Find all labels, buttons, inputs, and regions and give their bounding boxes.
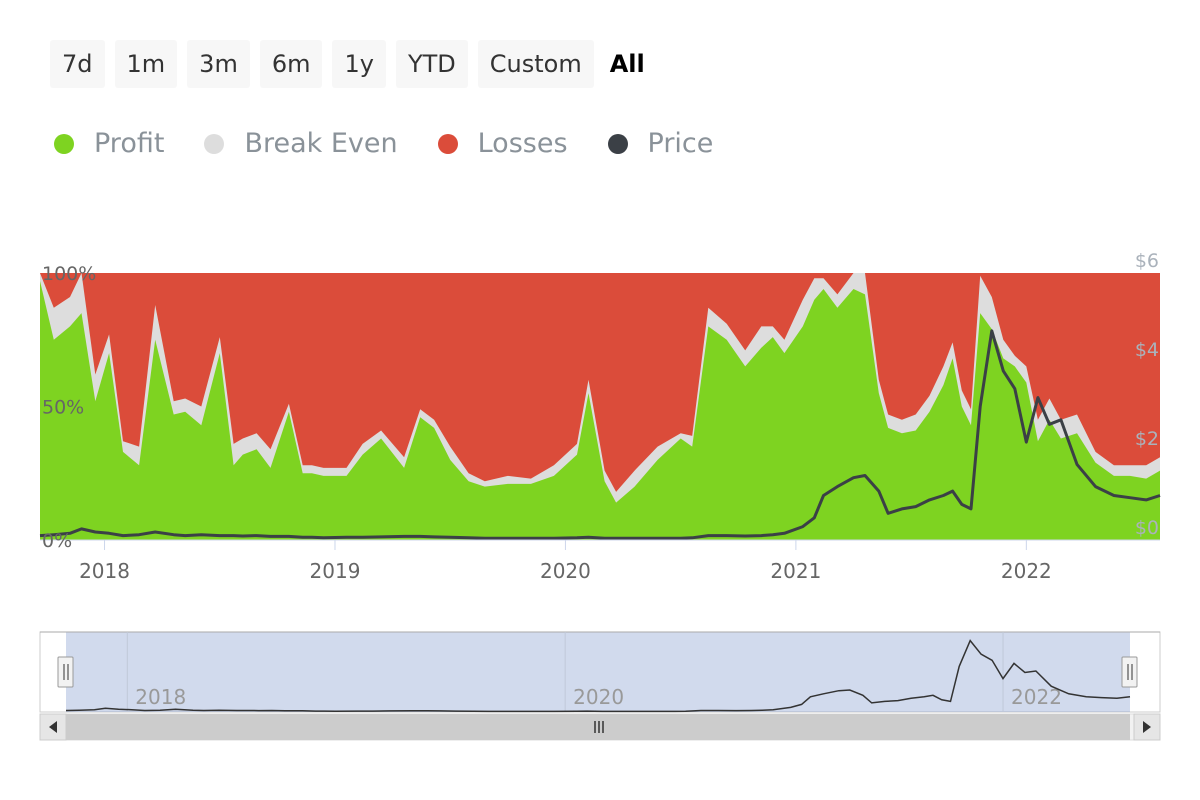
legend-dot-losses [437, 133, 458, 154]
scrollbar-grip-icon [594, 721, 604, 733]
main-chart: 100% 50% 0% $6 $4 $2 $0 2018 2019 2020 2021 2022 [39, 250, 1161, 583]
legend-label: Profit [94, 128, 165, 159]
price-line [39, 329, 1161, 540]
x-tick-label: 2018 [79, 559, 130, 583]
arrow-right-icon [1143, 721, 1151, 733]
y-right-tick-label: $4 [1135, 339, 1159, 361]
y-right-tick-label: $2 [1135, 428, 1159, 450]
legend-item-price[interactable]: Price [607, 128, 714, 159]
navigator-tick-label: 2020 [573, 685, 624, 709]
x-tick-label: 2021 [770, 559, 821, 583]
y-left-tick-label: 0% [42, 530, 72, 552]
y-right-tick-label: $6 [1135, 250, 1159, 272]
range-selector: 7d 1m 3m 6m 1y YTD Custom All [50, 40, 651, 88]
range-button-1m[interactable]: 1m [114, 40, 178, 88]
navigator-right-handle[interactable] [1121, 656, 1138, 688]
navigator-tick-label: 2022 [1011, 685, 1062, 709]
legend-item-break-even[interactable]: Break Even [204, 128, 398, 159]
legend-label: Break Even [244, 128, 398, 159]
y-left-tick-label: 100% [42, 263, 96, 285]
range-button-6m[interactable]: 6m [259, 40, 323, 88]
range-button-all[interactable]: All [609, 50, 645, 78]
range-button-3m[interactable]: 3m [187, 40, 250, 88]
legend-item-profit[interactable]: Profit [54, 128, 164, 159]
legend-label: Price [647, 128, 714, 159]
navigator: 2018 2020 2022 [39, 631, 1161, 741]
scrollbar-thumb[interactable] [66, 714, 1130, 740]
navigator-selection[interactable] [66, 632, 1130, 712]
x-tick-label: 2022 [1001, 559, 1052, 583]
legend-label: Losses [477, 128, 568, 159]
navigator-left-handle[interactable] [57, 656, 74, 688]
y-right-tick-label: $0 [1135, 517, 1159, 539]
legend-dot-price [607, 133, 628, 154]
navigator-price-line [65, 639, 1131, 713]
x-tick-label: 2020 [540, 559, 591, 583]
x-tick-label: 2019 [310, 559, 361, 583]
legend-dot-break-even [204, 133, 225, 154]
arrow-left-icon [49, 721, 57, 733]
legend-dot-profit [54, 133, 74, 154]
range-button-ytd[interactable]: YTD [395, 40, 468, 88]
profit-area [40, 281, 1160, 540]
range-button-custom[interactable]: Custom [477, 40, 594, 88]
y-left-tick-label: 50% [42, 397, 84, 419]
navigator-tick-label: 2018 [135, 685, 186, 709]
chart-legend: Profit Break Even Losses Price [54, 128, 753, 159]
range-button-7d[interactable]: 7d [50, 40, 105, 88]
legend-item-losses[interactable]: Losses [437, 128, 568, 159]
range-button-1y[interactable]: 1y [332, 40, 386, 88]
